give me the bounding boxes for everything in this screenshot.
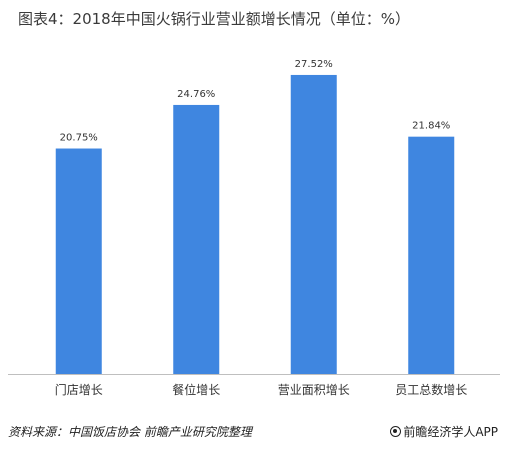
data-label-1: 20.75% <box>60 133 98 144</box>
data-label-2: 24.76% <box>177 89 215 100</box>
source-note: 资料来源：中国饭店协会 前瞻产业研究院整理 <box>8 425 252 439</box>
brand-label: 前瞻经济学人APP <box>390 423 498 440</box>
brand-logo-icon <box>390 426 402 437</box>
data-label-3: 27.52% <box>295 59 333 70</box>
category-label-4: 员工总数增长 <box>395 382 467 397</box>
bar-3 <box>290 74 337 374</box>
footer: 资料来源：中国饭店协会 前瞻产业研究院整理 前瞻经济学人APP <box>8 423 500 443</box>
category-label-1: 门店增长 <box>55 382 103 397</box>
bar-4 <box>408 136 455 374</box>
chart-title: 图表4：2018年中国火锅行业营业额增长情况（单位：%） <box>18 10 410 28</box>
data-label-4: 21.84% <box>412 121 450 132</box>
category-label-2: 餐位增长 <box>172 382 220 397</box>
bar-1 <box>55 148 102 374</box>
brand-text: 前瞻经济学人APP <box>403 425 498 439</box>
category-label-3: 营业面积增长 <box>278 383 350 397</box>
bar-2 <box>173 104 220 374</box>
